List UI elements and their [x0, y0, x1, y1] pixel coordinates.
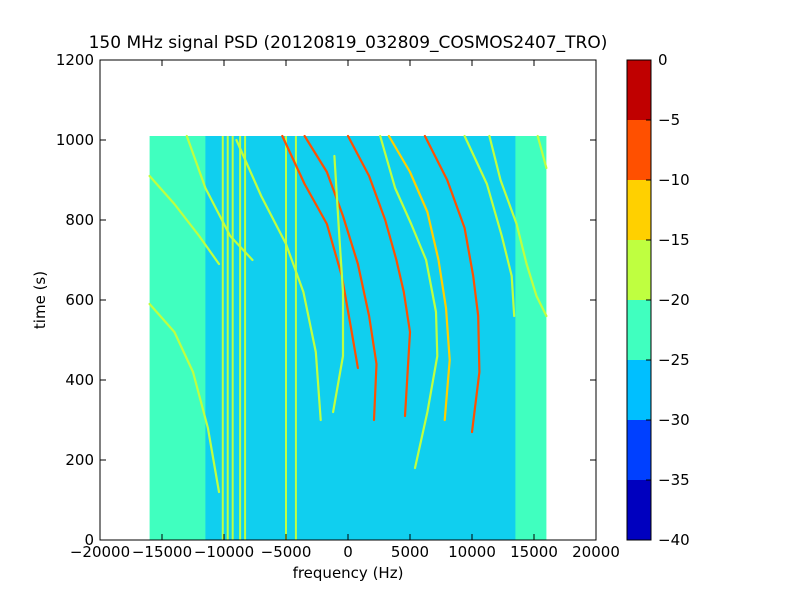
signal-traces — [148, 134, 548, 540]
chart-title: 150 MHz signal PSD (20120819_032809_COSM… — [89, 33, 608, 53]
y-tick-label-5: 1000 — [56, 131, 94, 149]
colorbar-block-5 — [627, 180, 651, 240]
signal-trace-12 — [379, 134, 439, 470]
colorbar: −40 −35 −30 −25 −20 −15 −10 −5 0 — [626, 51, 690, 549]
x-tick-label-5: 5000 — [391, 543, 429, 561]
colorbar-block-1 — [627, 420, 651, 480]
colorbar-tick-label-2: −30 — [658, 411, 690, 429]
colorbar-block-0 — [627, 480, 651, 540]
heatmap-layer — [149, 136, 547, 540]
y-axis-ticks: 0 200 400 600 800 1000 1200 — [56, 51, 596, 549]
y-axis-label: time (s) — [31, 271, 49, 329]
signal-trace-2 — [185, 134, 254, 262]
signal-trace-13 — [332, 154, 345, 414]
heatmap-noise-region — [205, 136, 516, 540]
plot-area: −20000 −15000 −10000 −5000 0 5000 10000 15000 20… — [56, 51, 620, 561]
x-tick-label-6: 10000 — [448, 543, 496, 561]
signal-trace-5 — [303, 134, 378, 422]
colorbar-tick-label-1: −35 — [658, 471, 690, 489]
x-tick-label-4: 0 — [343, 543, 353, 561]
colorbar-block-4 — [627, 240, 651, 300]
colorbar-tick-label-3: −25 — [658, 351, 690, 369]
signal-trace-6 — [346, 134, 412, 418]
x-axis-label: frequency (Hz) — [293, 564, 404, 582]
signal-trace-7 — [387, 134, 451, 422]
colorbar-block-7 — [627, 60, 651, 120]
signal-trace-10 — [488, 134, 548, 318]
colorbar-tick-label-4: −20 — [658, 291, 690, 309]
y-tick-label-6: 1200 — [56, 51, 94, 69]
x-tick-label-1: −15000 — [132, 543, 192, 561]
colorbar-block-2 — [627, 360, 651, 420]
colorbar-block-6 — [627, 120, 651, 180]
signal-trace-3 — [235, 138, 322, 422]
colorbar-tick-label-8: 0 — [658, 51, 668, 69]
x-tick-label-3: −5000 — [261, 543, 312, 561]
x-tick-label-7: 15000 — [510, 543, 558, 561]
y-tick-label-1: 200 — [65, 451, 94, 469]
y-tick-label-4: 800 — [65, 211, 94, 229]
colorbar-ticks: −40 −35 −30 −25 −20 −15 −10 −5 0 — [646, 51, 690, 549]
signal-trace-1 — [148, 302, 221, 494]
signal-trace-4 — [281, 134, 359, 370]
x-tick-label-8: 20000 — [572, 543, 620, 561]
y-tick-label-0: 0 — [84, 531, 94, 549]
signal-trace-8 — [423, 134, 481, 434]
signal-trace-9 — [463, 134, 516, 318]
colorbar-blocks — [627, 60, 651, 540]
signal-trace-11 — [536, 134, 548, 170]
signal-trace-0 — [148, 174, 221, 266]
x-tick-label-2: −10000 — [194, 543, 254, 561]
colorbar-tick-label-0: −40 — [658, 531, 690, 549]
y-tick-label-2: 400 — [65, 371, 94, 389]
colorbar-tick-label-6: −10 — [658, 171, 690, 189]
colorbar-block-3 — [627, 300, 651, 360]
colorbar-tick-label-7: −5 — [658, 111, 680, 129]
y-tick-label-3: 600 — [65, 291, 94, 309]
x-axis-ticks: −20000 −15000 −10000 −5000 0 5000 10000 15000 20… — [70, 60, 620, 561]
x-tick-label-0: −20000 — [70, 543, 130, 561]
colorbar-tick-label-5: −15 — [658, 231, 690, 249]
